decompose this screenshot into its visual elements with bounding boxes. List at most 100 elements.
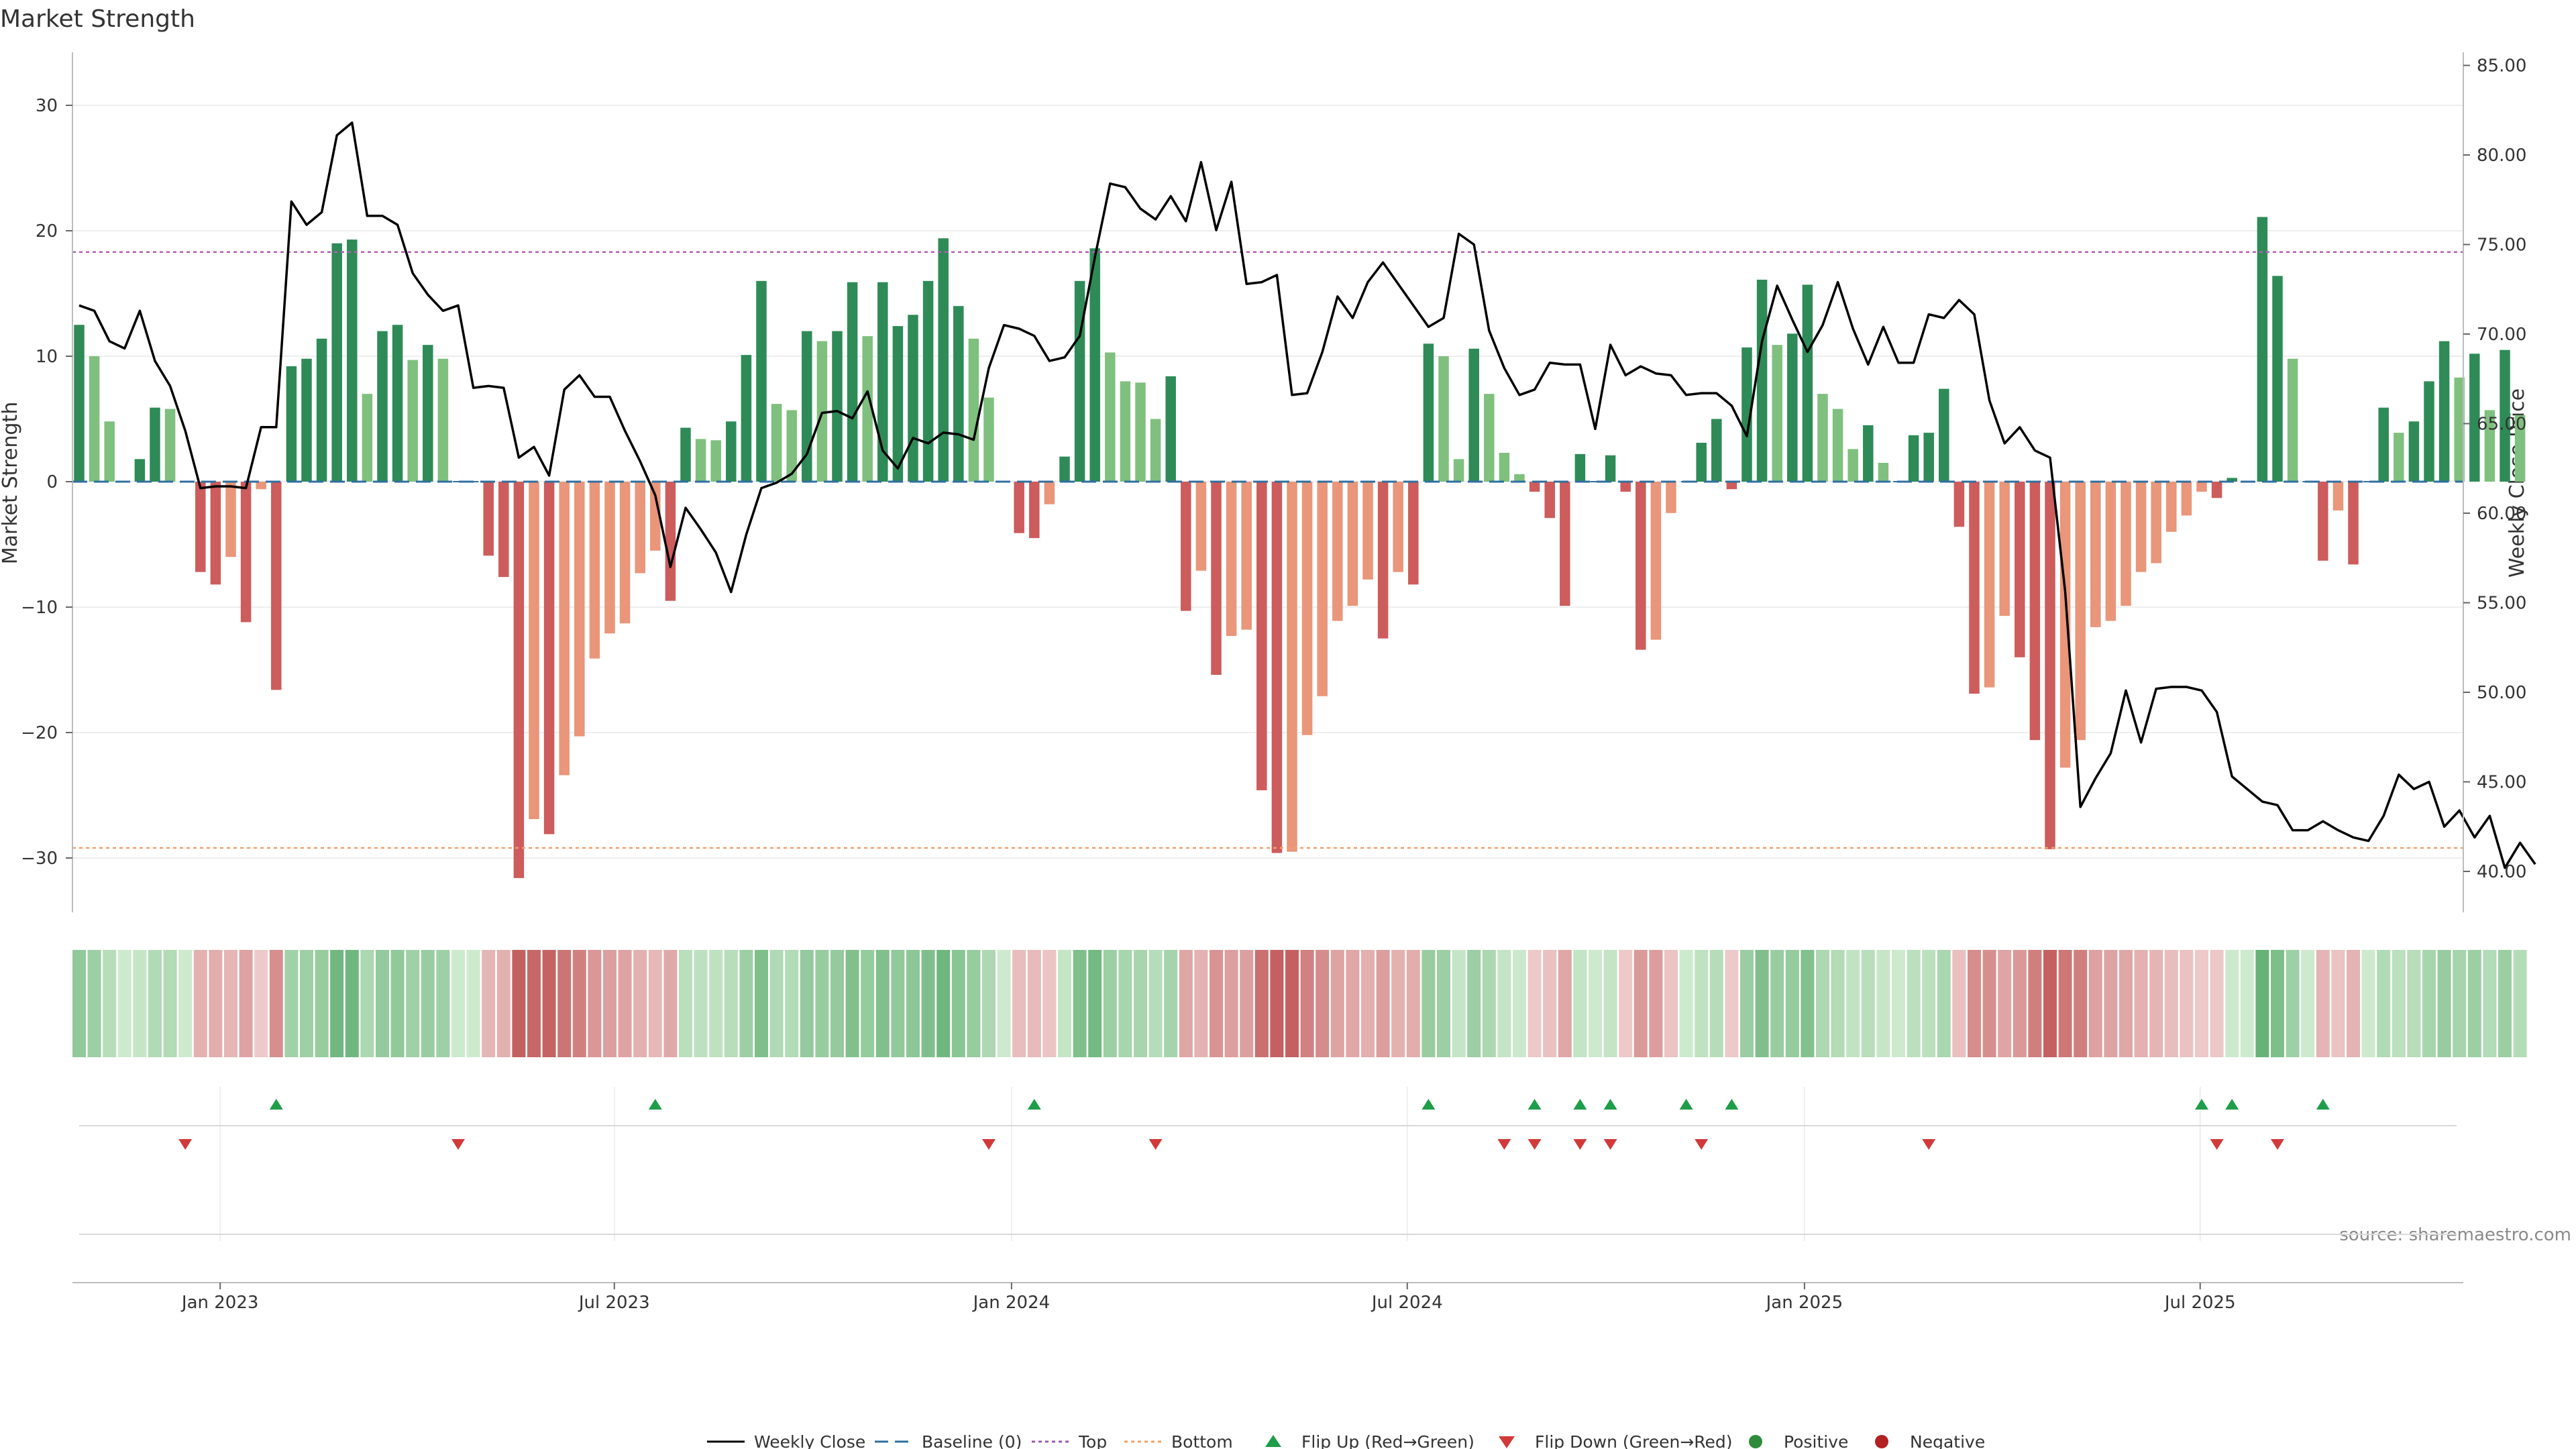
heat-cell <box>1406 950 1420 1057</box>
strength-bar <box>1787 333 1798 482</box>
strength-bar <box>392 325 403 482</box>
heat-cell <box>1194 950 1208 1057</box>
strength-bar <box>1939 388 1949 482</box>
heat-cell <box>1527 950 1542 1057</box>
heat-cell <box>921 950 935 1057</box>
heat-cell <box>1892 950 1905 1057</box>
strength-bar <box>1969 482 1980 694</box>
strength-bar <box>786 410 797 482</box>
y2-tick-label: 70.00 <box>2477 325 2526 345</box>
heat-cell <box>2210 950 2224 1057</box>
heat-cell <box>755 950 768 1057</box>
heat-cell <box>2347 950 2360 1057</box>
heat-cell <box>1952 950 1966 1057</box>
heat-cell <box>496 950 511 1057</box>
heat-cell <box>1740 950 1754 1057</box>
heat-cell <box>163 950 177 1057</box>
strength-bar <box>816 341 828 482</box>
legend-item: Negative <box>1875 1432 1985 1449</box>
flip-down-marker <box>1497 1139 1511 1150</box>
strength-bar <box>453 481 464 482</box>
strength-bar <box>301 358 312 482</box>
flip-down-marker <box>1527 1139 1542 1150</box>
y-tick-label: 30 <box>36 96 58 116</box>
strength-bar <box>1362 482 1373 580</box>
strength-bar <box>2348 482 2359 565</box>
heat-cell <box>345 950 359 1057</box>
strength-bar <box>604 482 615 634</box>
strength-bar <box>2454 377 2465 482</box>
strength-bar <box>726 421 737 482</box>
strength-bar <box>1317 482 1328 696</box>
heat-cell <box>1088 950 1102 1057</box>
heat-cell <box>633 950 647 1057</box>
strength-bar <box>1772 345 1782 482</box>
heat-cell <box>2331 950 2345 1057</box>
heat-cell <box>1118 950 1132 1057</box>
strength-bar <box>1074 280 1085 482</box>
strength-bar <box>2424 381 2434 482</box>
strength-bar <box>877 282 888 482</box>
legend-item: Flip Up (Red→Green) <box>1265 1432 1474 1449</box>
heat-cell <box>1846 950 1860 1057</box>
y-tick-label: −10 <box>21 598 58 618</box>
strength-bar <box>240 482 252 623</box>
heat-cell <box>769 950 784 1057</box>
strength-bar <box>1135 382 1146 482</box>
heat-cell <box>1012 950 1026 1057</box>
strength-bar <box>1605 455 1616 482</box>
strength-bar <box>847 282 858 482</box>
legend-item: Bottom <box>1124 1432 1233 1449</box>
heat-cell <box>1376 950 1390 1057</box>
heat-cell <box>951 950 965 1057</box>
strength-bar <box>832 331 843 482</box>
heat-cell <box>451 950 465 1057</box>
heat-cell <box>1907 950 1921 1057</box>
strength-bar <box>210 482 221 585</box>
heat-cell <box>300 950 313 1057</box>
y-axis-label: Market Strength <box>0 402 22 564</box>
strength-bar <box>1817 394 1828 482</box>
strength-bar <box>2257 217 2268 482</box>
heat-cell <box>2513 950 2527 1057</box>
heat-cell <box>117 950 131 1057</box>
strength-bar <box>2332 482 2344 511</box>
heat-cell <box>815 950 829 1057</box>
strength-bar <box>362 394 373 482</box>
heat-cell <box>1513 950 1526 1057</box>
strength-bar <box>1089 248 1100 482</box>
heat-cell <box>1240 950 1254 1057</box>
strength-bar <box>2226 478 2237 482</box>
flip-up-marker <box>1027 1099 1041 1110</box>
flip-down-marker <box>982 1139 996 1150</box>
heat-cell <box>1148 950 1163 1057</box>
heat-cell <box>1270 950 1284 1057</box>
y2-tick-label: 65.00 <box>2477 415 2526 435</box>
legend-label: Weekly Close <box>754 1432 865 1449</box>
heat-cell <box>603 950 616 1057</box>
strength-bar <box>256 482 266 490</box>
strength-bar <box>1468 348 1479 482</box>
strength-bar <box>741 355 752 482</box>
heat-cell <box>2361 950 2375 1057</box>
strength-bar <box>922 280 934 482</box>
heat-cell <box>1679 950 1693 1057</box>
heat-cell <box>2164 950 2178 1057</box>
strength-bar <box>2151 482 2161 564</box>
heat-cell <box>2301 950 2315 1057</box>
heat-cell <box>1027 950 1041 1057</box>
heat-cell <box>390 950 405 1057</box>
strength-bar <box>1802 284 1813 482</box>
strength-bar <box>529 482 539 820</box>
legend-item: Flip Down (Green→Red) <box>1499 1432 1733 1449</box>
strength-bar <box>680 427 691 482</box>
strength-bar <box>150 407 160 482</box>
strength-bar <box>2181 482 2192 516</box>
flip-down-marker <box>1603 1139 1617 1150</box>
strength-bar <box>2500 350 2510 482</box>
heat-cell <box>967 950 981 1057</box>
strength-bar <box>1226 482 1237 637</box>
heat-cell <box>2195 950 2208 1057</box>
heat-cell <box>1134 950 1147 1057</box>
flip-down-marker <box>178 1139 193 1150</box>
